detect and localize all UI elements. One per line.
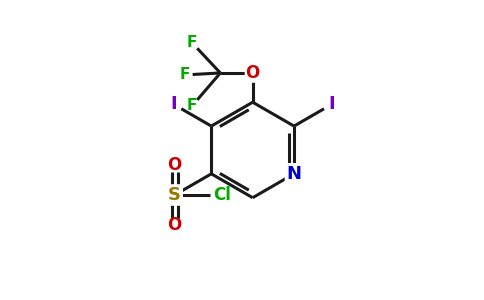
Text: F: F [187, 35, 197, 50]
Text: O: O [245, 64, 260, 82]
Text: I: I [170, 95, 177, 113]
Text: O: O [167, 216, 182, 234]
Text: I: I [329, 95, 335, 113]
Text: Cl: Cl [213, 186, 231, 204]
Text: N: N [287, 165, 302, 183]
Text: F: F [187, 98, 197, 113]
Text: S: S [168, 186, 181, 204]
Text: F: F [180, 68, 190, 82]
Text: O: O [167, 156, 182, 174]
